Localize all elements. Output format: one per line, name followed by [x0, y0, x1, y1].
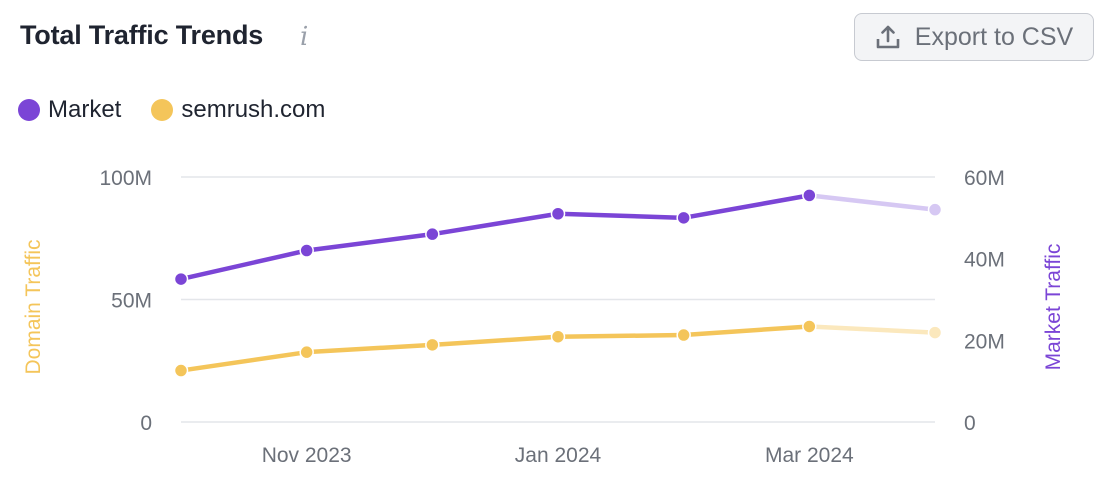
- y-left-axis-title: Domain Traffic: [22, 240, 45, 375]
- y-right-tick-label: 40M: [964, 249, 1005, 272]
- legend-item-market[interactable]: Market: [18, 96, 121, 124]
- legend-dot-domain: [151, 99, 174, 121]
- x-tick-label: Nov 2023: [262, 444, 352, 467]
- y-left-tick-label: 0: [140, 412, 152, 435]
- data-point-domain: [550, 329, 566, 344]
- data-point-market: [173, 271, 189, 287]
- y-right-axis-title: Market Traffic: [1042, 244, 1065, 371]
- data-point-market: [676, 210, 691, 226]
- chart-legend: Market semrush.com: [18, 96, 355, 124]
- y-right-tick-label: 0: [964, 412, 976, 435]
- y-left-tick-label: 50M: [111, 290, 152, 313]
- data-point-domain: [425, 337, 440, 353]
- data-point-domain: [173, 363, 189, 378]
- y-left-tick-label: 100M: [99, 167, 152, 190]
- x-tick-label: Mar 2024: [765, 444, 854, 467]
- legend-dot-market: [18, 99, 40, 121]
- legend-label-domain: semrush.com: [181, 96, 326, 123]
- chart-title: Total Traffic Trends: [20, 20, 264, 50]
- export-label: Export to CSV: [914, 22, 1074, 51]
- series-line-domain: [178, 324, 812, 373]
- data-point-market: [550, 206, 566, 221]
- x-tick-label: Jan 2024: [515, 444, 602, 467]
- data-point-market: [802, 188, 817, 203]
- series-line-projected-domain: [807, 324, 938, 335]
- upload-icon: [875, 24, 901, 50]
- data-point-domain: [299, 344, 314, 360]
- data-point-market: [927, 202, 943, 217]
- data-point-domain: [676, 327, 691, 343]
- export-csv-button[interactable]: Export to CSV: [854, 13, 1094, 61]
- y-right-tick-label: 20M: [964, 330, 1005, 353]
- series-line-projected-market: [807, 193, 938, 212]
- data-point-market: [299, 243, 314, 258]
- info-icon[interactable]: i: [300, 22, 309, 52]
- series-line-market: [178, 193, 812, 282]
- y-right-tick-label: 60M: [964, 167, 1005, 190]
- data-point-domain: [802, 319, 817, 334]
- legend-item-domain[interactable]: semrush.com: [151, 96, 325, 124]
- legend-label-market: Market: [48, 96, 122, 123]
- data-point-domain: [927, 325, 943, 340]
- data-point-market: [425, 226, 440, 242]
